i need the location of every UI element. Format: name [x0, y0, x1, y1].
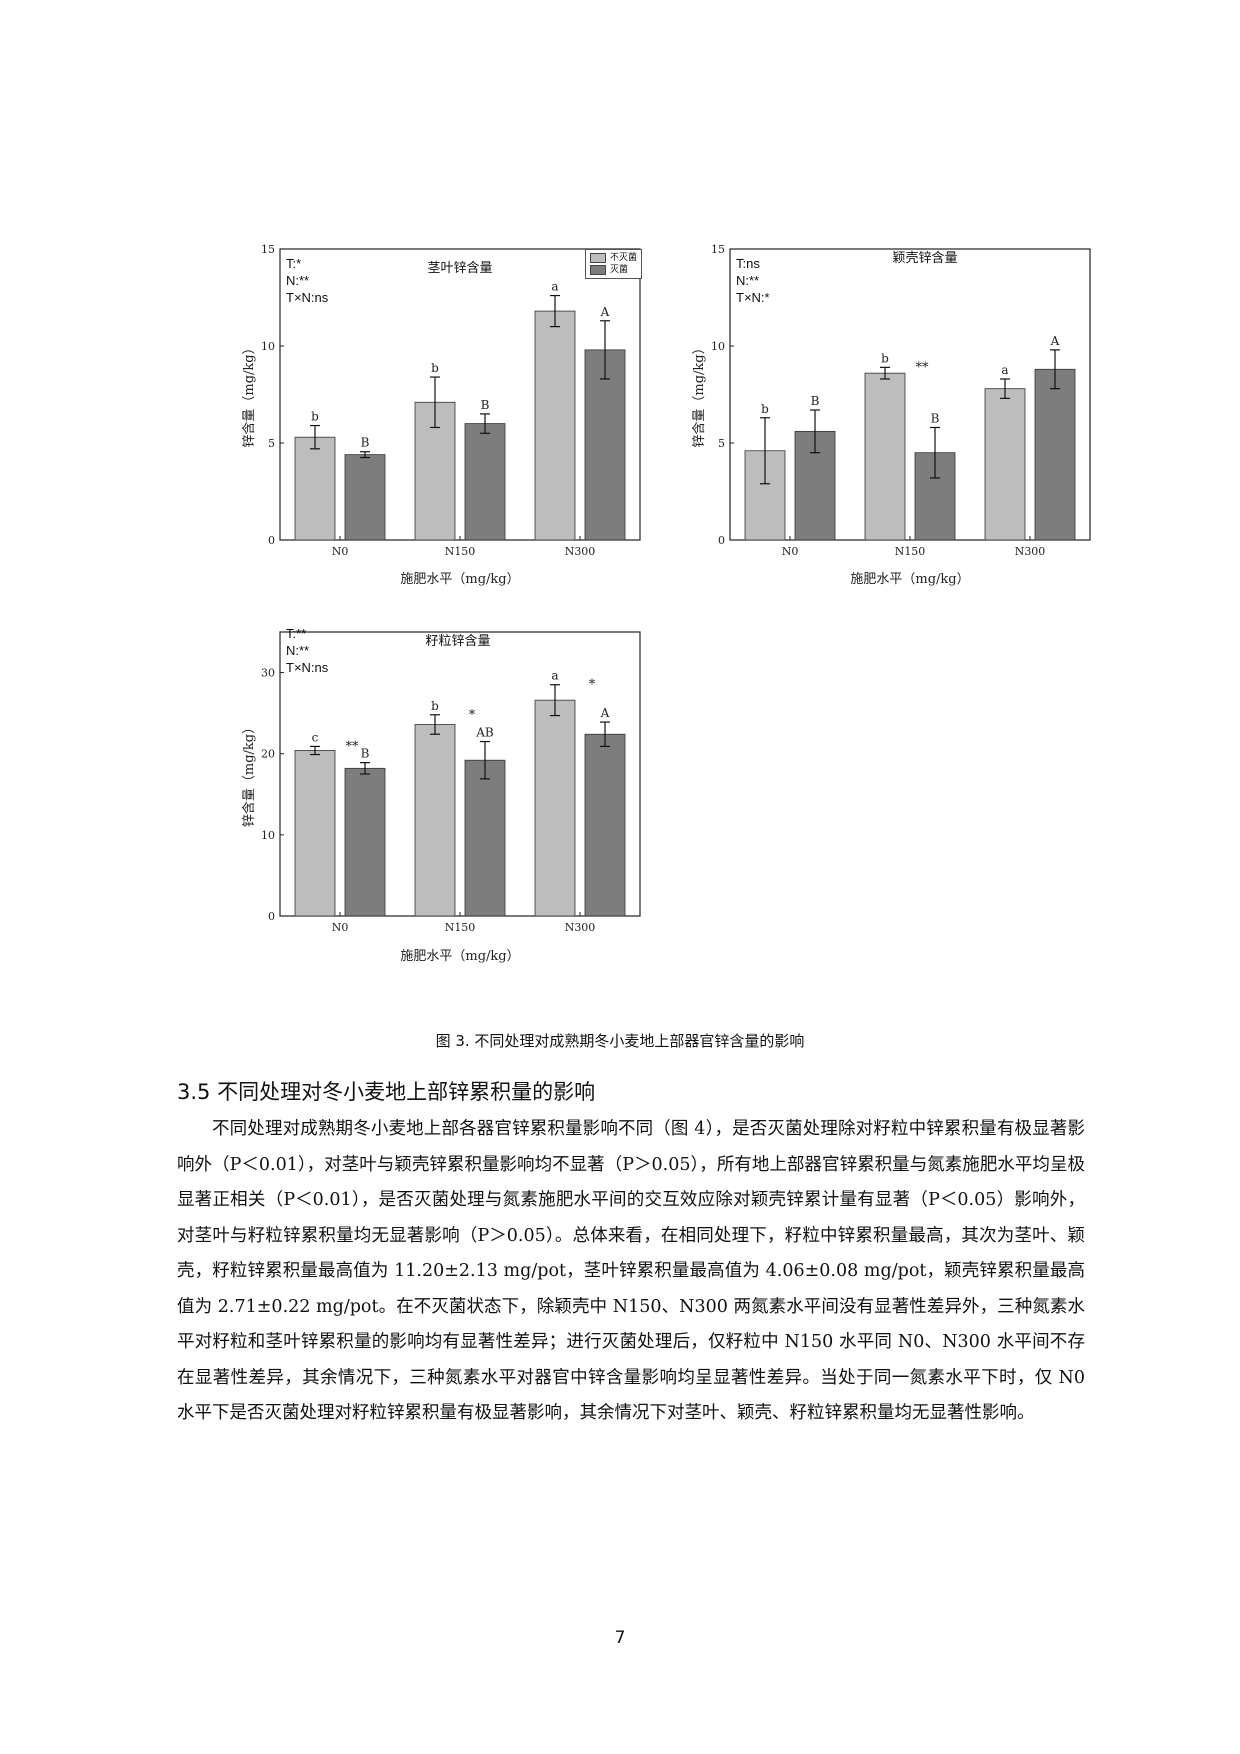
body-paragraph: 不同处理对成熟期冬小麦地上部各器官锌累积量影响不同（图 4），是否灭菌处理除对籽… — [177, 1119, 1085, 1423]
legend-item-sterilized: 灭菌 — [590, 264, 637, 276]
y-tick-label: 15 — [261, 243, 275, 256]
legend-item-unsterilized: 不灭菌 — [590, 252, 637, 264]
chart-svg-stem-leaf: 0 5 10 15 N0 b B N150 b B N300 a A 施肥水平（mg/kg） 锌含量（mg/… — [241, 243, 641, 587]
bar — [534, 310, 576, 541]
stats-txn: T×N:* — [736, 290, 770, 305]
stats-t: T:** — [286, 626, 307, 641]
y-tick-label: 30 — [261, 667, 275, 680]
significance-letter: b — [311, 410, 319, 424]
bar — [584, 733, 626, 917]
bar — [584, 349, 626, 541]
legend-swatch-sterilized — [590, 265, 606, 275]
bar — [464, 423, 506, 541]
significance-letter: b — [881, 351, 889, 365]
chart-title: 茎叶锌含量 — [427, 261, 493, 276]
bar — [344, 767, 386, 917]
chart-glume: 0 5 10 15 N0 b B N150 b B ** N300 a A 施肥水平（mg/kg） 锌含量（m… — [690, 235, 1130, 605]
page-number: 7 — [614, 1628, 626, 1648]
x-tick-label: N150 — [895, 545, 926, 558]
y-axis-label: 锌含量（mg/kg） — [691, 341, 707, 447]
significance-star: ** — [916, 360, 930, 375]
y-axis-label: 锌含量（mg/kg） — [241, 721, 257, 827]
legend-label: 不灭菌 — [610, 253, 638, 263]
y-tick-label: 10 — [711, 340, 725, 353]
figure-caption: 图 3. 不同处理对成熟期冬小麦地上部器官锌含量的影响 — [435, 1032, 805, 1050]
stats-txn: T×N:ns — [286, 660, 329, 675]
y-tick-label: 10 — [261, 340, 275, 353]
significance-letter: a — [551, 280, 558, 294]
x-axis-label: 施肥水平（mg/kg） — [850, 572, 969, 587]
bar — [464, 759, 506, 917]
x-tick-label: N0 — [782, 545, 799, 558]
y-tick-label: 15 — [711, 243, 725, 256]
y-tick-label: 0 — [268, 534, 275, 547]
chart-svg-glume: 0 5 10 15 N0 b B N150 b B ** N300 a A 施肥水平（mg/kg） 锌含量（m… — [691, 243, 1091, 587]
y-tick-label: 10 — [261, 829, 275, 842]
significance-letter: b — [431, 699, 439, 713]
stats-block: T:** N:** T×N:ns — [286, 625, 328, 676]
bar — [984, 388, 1026, 541]
bar — [294, 750, 336, 917]
significance-star: * — [589, 678, 596, 693]
stats-block: T:ns N:** T×N:* — [736, 255, 770, 306]
y-tick-label: 0 — [718, 534, 725, 547]
x-tick-label: N300 — [565, 545, 596, 558]
significance-letter: b — [761, 402, 769, 416]
bar — [864, 372, 906, 541]
y-tick-label: 5 — [718, 437, 725, 450]
bar — [534, 699, 576, 917]
significance-letter: B — [811, 394, 820, 408]
stats-block: T:* N:** T×N:ns — [286, 255, 328, 306]
x-axis-label: 施肥水平（mg/kg） — [400, 572, 519, 587]
significance-letter: B — [931, 411, 940, 425]
y-tick-label: 20 — [261, 748, 275, 761]
significance-letter: c — [312, 730, 319, 744]
stats-n: N:** — [286, 273, 310, 288]
legend-swatch-unsterilized — [590, 253, 606, 263]
significance-star: * — [469, 708, 476, 723]
chart-title: 颖壳锌含量 — [892, 251, 958, 266]
chart-stem-leaf: 0 5 10 15 N0 b B N150 b B N300 a A 施肥水平（mg/kg） 锌含量（mg/… — [240, 235, 680, 605]
x-tick-label: N0 — [332, 545, 349, 558]
significance-letter: B — [361, 436, 370, 450]
x-tick-label: N0 — [332, 921, 349, 934]
significance-letter: AB — [475, 726, 494, 740]
bar — [414, 724, 456, 917]
y-axis-label: 锌含量（mg/kg） — [241, 341, 257, 447]
chart-svg-grain: 0 10 20 30 N0 c B** N150 b AB * N300 a A * 施肥水平（mg/kg） 锌… — [241, 631, 641, 964]
chart-grain: 0 10 20 30 N0 c B ** N150 b AB * N300 a A * 施肥水平（mg/kg） 锌… — [240, 620, 680, 982]
significance-letter: B — [361, 747, 370, 761]
x-tick-label: N150 — [445, 921, 476, 934]
stats-t: T:ns — [736, 256, 760, 271]
stats-t: T:* — [286, 256, 302, 271]
x-tick-label: N150 — [445, 545, 476, 558]
bar — [344, 454, 386, 541]
y-tick-label: 5 — [268, 437, 275, 450]
significance-letter: a — [1001, 363, 1008, 377]
x-tick-label: N300 — [565, 921, 596, 934]
section-title: 3.5 不同处理对冬小麦地上部锌累积量的影响 — [177, 1080, 596, 1104]
x-axis-label: 施肥水平（mg/kg） — [400, 949, 519, 964]
y-tick-label: 0 — [268, 910, 275, 923]
stats-n: N:** — [286, 643, 310, 658]
significance-letter: b — [431, 361, 439, 375]
significance-letter: A — [600, 706, 610, 720]
significance-letter: A — [1050, 334, 1060, 348]
significance-letter: a — [551, 669, 558, 683]
significance-star: ** — [346, 739, 360, 754]
significance-letter: A — [600, 305, 610, 319]
chart-title: 籽粒锌含量 — [425, 634, 491, 649]
bar — [1034, 368, 1076, 541]
legend: 不灭菌 灭菌 — [585, 249, 643, 279]
legend-label: 灭菌 — [610, 265, 629, 275]
bar — [294, 436, 336, 541]
significance-letter: B — [481, 398, 490, 412]
stats-n: N:** — [736, 273, 760, 288]
x-tick-label: N300 — [1015, 545, 1046, 558]
stats-txn: T×N:ns — [286, 290, 329, 305]
